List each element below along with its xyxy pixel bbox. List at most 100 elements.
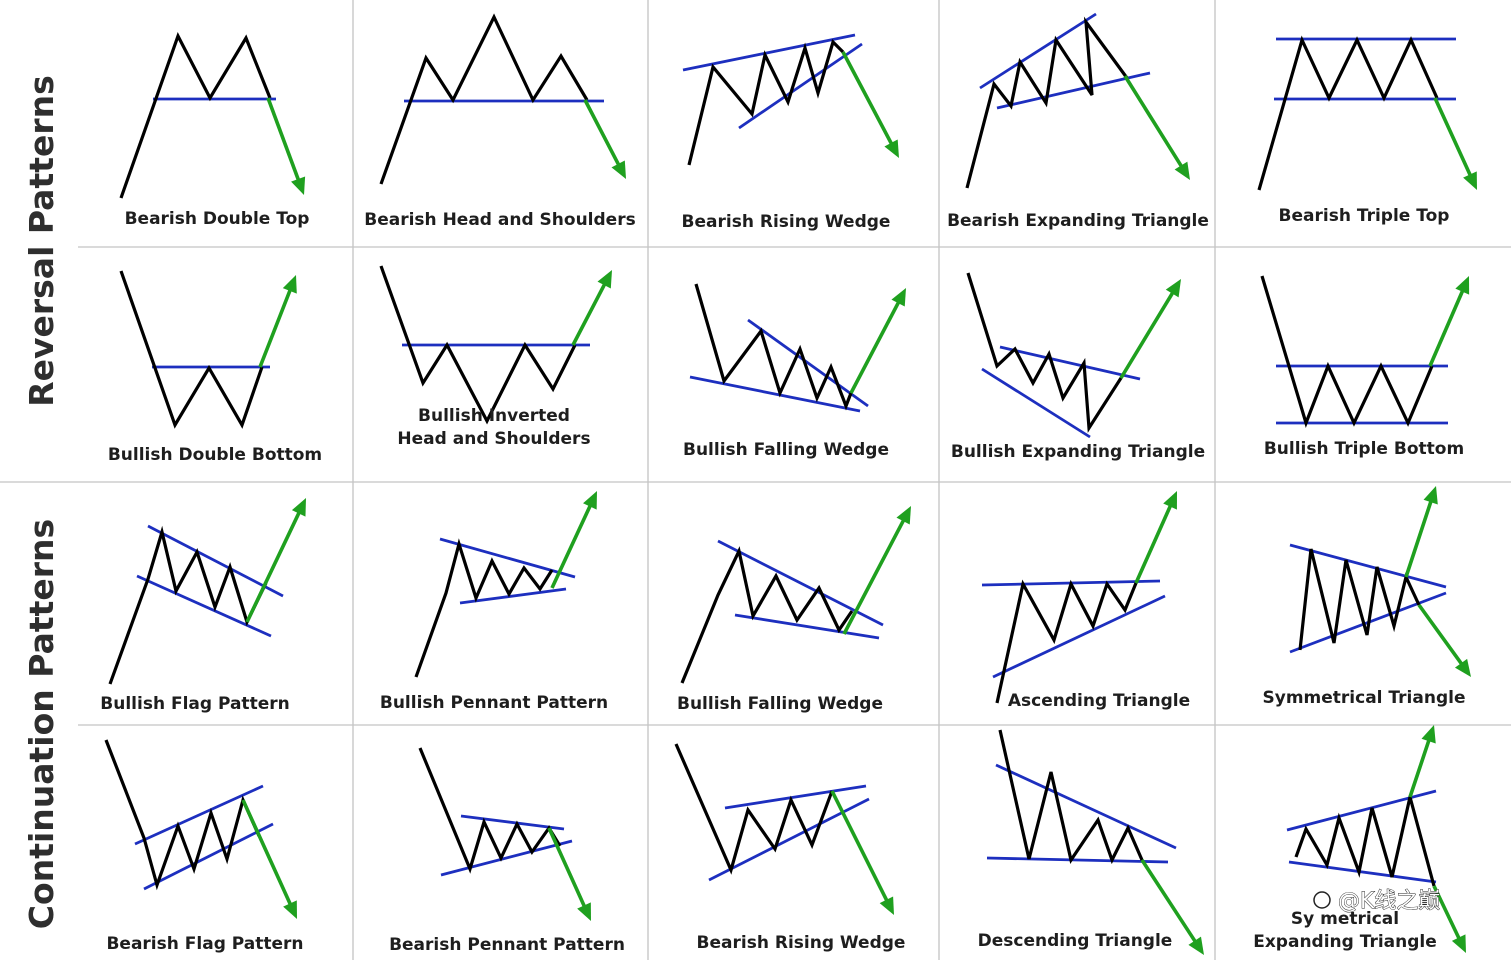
price-line	[1294, 796, 1436, 887]
breakout-arrow-head-icon	[1174, 161, 1190, 180]
breakout-arrow-head-icon	[291, 176, 306, 195]
pattern-label: Bearish Flag Pattern	[106, 934, 303, 954]
pattern-label: Bullish Falling Wedge	[677, 694, 883, 714]
pattern-bullish-flag-pattern	[108, 498, 306, 685]
breakout-arrow-head-icon	[577, 902, 591, 921]
breakout-arrow-shaft	[258, 288, 293, 368]
pattern-labels: Bearish Double Top Bearish Head and Shoul…	[100, 206, 1465, 955]
breakout-arrow-head-icon	[1188, 936, 1204, 955]
pattern-bearish-pennant-pattern	[418, 747, 591, 921]
breakout-arrow-head-icon	[1454, 658, 1471, 677]
trend-line	[460, 814, 565, 831]
pattern-label: Symmetrical Triangle	[1263, 688, 1466, 708]
breakout-arrow-shaft	[547, 827, 587, 909]
pattern-label: Head and Shoulders	[397, 429, 590, 449]
breakout-arrow-shaft	[1408, 738, 1431, 798]
trend-line	[738, 42, 863, 130]
pattern-bearish-triple-top	[1257, 35, 1477, 191]
trend-line	[1288, 860, 1437, 884]
pattern-label: Bullish Expanding Triangle	[951, 442, 1205, 462]
breakout-arrow-head-icon	[879, 896, 894, 915]
breakout-arrow-head-icon	[597, 270, 612, 289]
pattern-label: Expanding Triangle	[1253, 932, 1437, 952]
price-line	[694, 283, 853, 411]
price-line	[966, 272, 1123, 433]
breakout-arrow-head-icon	[1455, 276, 1470, 295]
pattern-bearish-double-top	[119, 31, 306, 199]
breakout-arrow-head-icon	[1423, 486, 1438, 505]
breakout-arrow-head-icon	[1421, 725, 1436, 744]
price-line	[687, 38, 845, 166]
pattern-label: Bullish Falling Wedge	[683, 440, 889, 460]
trend-line	[147, 524, 284, 598]
price-line	[104, 739, 261, 891]
breakout-arrow-head-icon	[291, 498, 306, 517]
breakout-arrow-head-icon	[1163, 491, 1177, 510]
breakout-arrow-shaft	[245, 510, 302, 623]
pattern-label: Bullish Triple Bottom	[1264, 439, 1464, 459]
section-title-continuation: Continuation Patterns	[22, 519, 61, 929]
pattern-label: Sy metrical	[1291, 909, 1399, 929]
pattern-bearish-head-and-shoulders	[379, 13, 626, 185]
pattern-bullish-double-bottom	[119, 270, 297, 429]
breakout-arrow-shaft	[1119, 290, 1175, 379]
price-line	[1260, 275, 1434, 428]
breakout-arrow-shaft	[1428, 289, 1465, 367]
pattern-ascending-triangle	[981, 491, 1177, 704]
pattern-label: Bullish Double Bottom	[108, 445, 322, 465]
trend-line	[992, 594, 1166, 679]
breakout-arrow-head-icon	[583, 491, 597, 510]
pattern-bearish-rising-wedge	[682, 33, 899, 166]
price-line	[379, 13, 589, 185]
price-line	[965, 16, 1129, 189]
breakout-arrow-shaft	[1140, 859, 1198, 944]
breakout-arrow-head-icon	[1463, 171, 1477, 190]
pattern-label: Bearish Head and Shoulders	[364, 210, 635, 230]
watermark-text: @K线之巅	[1338, 889, 1440, 914]
breakout-arrow-head-icon	[891, 288, 906, 307]
pattern-label: Bearish Double Top	[125, 209, 310, 229]
pattern-label: Bullish Inverted	[418, 406, 570, 426]
breakout-arrow-shaft	[1433, 97, 1473, 178]
trend-line	[734, 613, 880, 640]
watermark-logo-icon	[1313, 891, 1331, 909]
trend-line	[136, 574, 272, 638]
pattern-label: Bearish Expanding Triangle	[947, 211, 1209, 231]
breakout-arrow-shaft	[842, 518, 906, 635]
pattern-label: Bearish Pennant Pattern	[389, 935, 625, 955]
pattern-bullish-inverted-head-and-shoulders	[379, 265, 612, 425]
watermark: @K线之巅	[1313, 889, 1441, 914]
pattern-drawings	[104, 12, 1477, 955]
trend-line	[440, 839, 573, 877]
breakout-arrow-shaft	[550, 503, 593, 589]
breakout-arrow-shaft	[1417, 603, 1464, 666]
pattern-bullish-triple-bottom	[1260, 275, 1470, 428]
trend-line	[143, 822, 274, 891]
breakout-arrow-shaft	[266, 97, 301, 182]
trend-line	[459, 587, 567, 605]
breakout-arrow-shaft	[571, 282, 607, 346]
trend-line	[996, 71, 1151, 110]
pattern-label: Bullish Flag Pattern	[100, 694, 289, 714]
pattern-bullish-falling-wedge	[680, 506, 911, 684]
price-line	[379, 265, 577, 425]
breakout-arrow-head-icon	[896, 506, 911, 525]
pattern-symmetrical-triangle	[1289, 486, 1471, 677]
price-line	[680, 546, 854, 684]
pattern-label: Bearish Rising Wedge	[697, 933, 906, 953]
price-line	[119, 31, 272, 199]
pattern-bearish-flag-pattern	[104, 739, 297, 919]
price-line	[1257, 35, 1439, 191]
price-line	[414, 538, 554, 678]
pattern-label: Ascending Triangle	[1008, 691, 1190, 711]
pattern-bearish-rising-wedge	[674, 743, 894, 915]
breakout-arrow-shaft	[1134, 503, 1173, 584]
price-line	[108, 525, 268, 685]
pattern-bullish-expanding-triangle	[966, 272, 1181, 439]
section-title-reversal: Reversal Patterns	[22, 75, 61, 407]
trend-line	[747, 318, 869, 408]
breakout-arrow-head-icon	[1165, 279, 1181, 298]
trend-line	[682, 33, 856, 72]
breakout-arrow-head-icon	[611, 160, 626, 179]
trend-line	[981, 367, 1091, 439]
